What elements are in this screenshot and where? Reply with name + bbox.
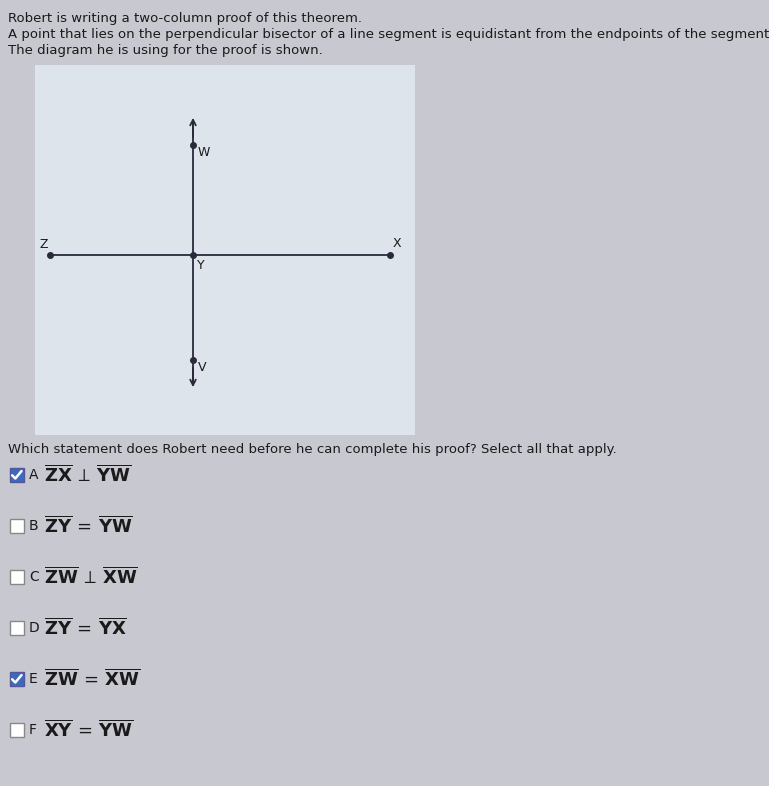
Text: Z: Z	[39, 238, 48, 251]
Text: D: D	[29, 621, 40, 635]
Text: W: W	[198, 146, 211, 159]
Bar	[10, 468, 24, 482]
Text: Which statement does Robert need before he can complete his proof? Select all th: Which statement does Robert need before …	[8, 443, 617, 456]
Bar	[10, 519, 24, 533]
Text: Y: Y	[197, 259, 205, 272]
Bar	[10, 723, 24, 737]
Text: X: X	[393, 237, 401, 250]
Text: $\mathbf{\overline{XY}}\,=\,\mathbf{\overline{YW}}$: $\mathbf{\overline{XY}}\,=\,\mathbf{\ove…	[44, 720, 134, 740]
Text: A: A	[29, 468, 38, 482]
Bar	[10, 621, 24, 635]
Text: V: V	[198, 361, 207, 374]
Text: $\mathbf{\overline{ZW}}\,=\,\mathbf{\overline{XW}}$: $\mathbf{\overline{ZW}}\,=\,\mathbf{\ove…	[44, 669, 141, 689]
Text: $\mathbf{\overline{ZY}}\,=\,\mathbf{\overline{YW}}$: $\mathbf{\overline{ZY}}\,=\,\mathbf{\ove…	[44, 516, 133, 536]
Text: B: B	[29, 519, 38, 533]
Text: E: E	[29, 672, 38, 686]
Text: C: C	[29, 570, 38, 584]
Bar	[10, 672, 24, 686]
Bar	[10, 570, 24, 584]
Text: F: F	[29, 723, 37, 737]
Text: Robert is writing a two-column proof of this theorem.: Robert is writing a two-column proof of …	[8, 12, 362, 25]
Bar	[35, 65, 415, 435]
Text: $\mathbf{\overline{ZW}}\,\perp\,\mathbf{\overline{XW}}$: $\mathbf{\overline{ZW}}\,\perp\,\mathbf{…	[44, 566, 138, 588]
Text: A point that lies on the perpendicular bisector of a line segment is equidistant: A point that lies on the perpendicular b…	[8, 28, 769, 41]
Text: $\mathbf{\overline{ZY}}\,=\,\mathbf{\overline{YX}}$: $\mathbf{\overline{ZY}}\,=\,\mathbf{\ove…	[44, 618, 127, 638]
Text: $\mathbf{\overline{ZX}}\,\perp\,\mathbf{\overline{YW}}$: $\mathbf{\overline{ZX}}\,\perp\,\mathbf{…	[44, 465, 131, 486]
Text: The diagram he is using for the proof is shown.: The diagram he is using for the proof is…	[8, 44, 323, 57]
